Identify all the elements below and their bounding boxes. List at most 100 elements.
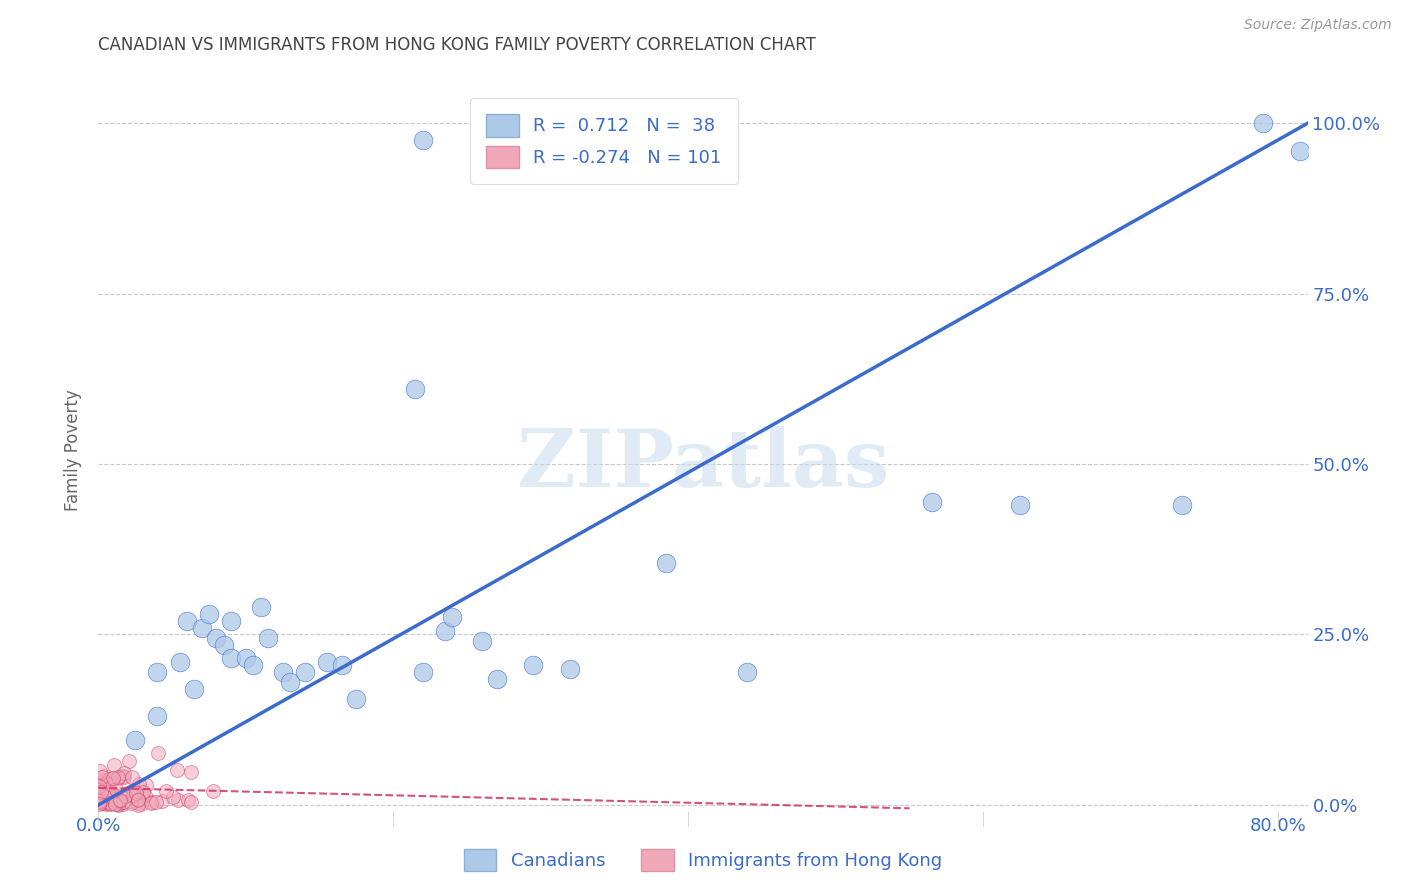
- Point: [96, 778, 118, 792]
- Point: [97, 789, 120, 804]
- Point: [91, 791, 114, 805]
- Point: [249, 600, 271, 615]
- Point: [316, 655, 339, 669]
- Point: [89, 793, 111, 807]
- Point: [89, 793, 111, 807]
- Point: [150, 794, 173, 808]
- Point: [121, 770, 143, 784]
- Point: [93, 778, 115, 792]
- Point: [97, 792, 120, 806]
- Legend: Canadians, Immigrants from Hong Kong: Canadians, Immigrants from Hong Kong: [457, 842, 949, 879]
- Point: [471, 634, 494, 648]
- Y-axis label: Family Poverty: Family Poverty: [65, 390, 83, 511]
- Point: [97, 797, 120, 811]
- Point: [145, 795, 167, 809]
- Point: [127, 797, 149, 812]
- Point: [91, 793, 114, 807]
- Point: [128, 777, 150, 791]
- Point: [110, 793, 132, 807]
- Point: [257, 631, 280, 645]
- Point: [93, 773, 115, 788]
- Point: [90, 793, 112, 807]
- Point: [112, 795, 135, 809]
- Point: [162, 789, 184, 804]
- Point: [111, 795, 134, 809]
- Point: [118, 754, 141, 768]
- Point: [105, 782, 128, 797]
- Point: [112, 766, 135, 780]
- Point: [93, 795, 115, 809]
- Point: [330, 658, 353, 673]
- Point: [91, 796, 114, 810]
- Point: [655, 556, 678, 570]
- Point: [346, 692, 368, 706]
- Point: [1289, 144, 1312, 158]
- Point: [167, 793, 190, 807]
- Point: [89, 787, 111, 801]
- Point: [104, 797, 127, 811]
- Point: [1171, 498, 1194, 512]
- Point: [90, 780, 112, 795]
- Point: [87, 795, 110, 809]
- Point: [134, 789, 156, 803]
- Point: [93, 789, 115, 803]
- Text: ZIPatlas: ZIPatlas: [517, 425, 889, 504]
- Point: [404, 382, 426, 396]
- Point: [100, 785, 122, 799]
- Point: [180, 765, 202, 780]
- Point: [278, 675, 301, 690]
- Point: [89, 794, 111, 808]
- Point: [127, 792, 149, 806]
- Point: [98, 772, 121, 786]
- Point: [90, 794, 112, 808]
- Point: [127, 792, 149, 806]
- Point: [124, 733, 146, 747]
- Point: [198, 607, 221, 621]
- Point: [94, 786, 117, 800]
- Point: [111, 797, 134, 811]
- Point: [97, 785, 120, 799]
- Point: [131, 789, 153, 803]
- Legend: R =  0.712   N =  38, R = -0.274   N = 101: R = 0.712 N = 38, R = -0.274 N = 101: [470, 98, 738, 184]
- Point: [125, 786, 148, 800]
- Point: [146, 709, 169, 723]
- Point: [89, 791, 111, 805]
- Point: [190, 621, 212, 635]
- Point: [97, 783, 120, 797]
- Point: [202, 784, 225, 798]
- Point: [135, 778, 157, 792]
- Point: [117, 786, 139, 800]
- Point: [212, 638, 235, 652]
- Point: [87, 780, 110, 794]
- Point: [921, 494, 943, 508]
- Point: [90, 785, 112, 799]
- Point: [96, 776, 118, 790]
- Point: [100, 786, 122, 800]
- Point: [103, 789, 125, 803]
- Point: [103, 771, 125, 785]
- Point: [98, 796, 121, 810]
- Point: [441, 610, 464, 624]
- Point: [205, 631, 228, 645]
- Point: [107, 797, 129, 812]
- Point: [89, 780, 111, 795]
- Point: [87, 796, 110, 810]
- Point: [219, 614, 242, 628]
- Point: [271, 665, 294, 679]
- Point: [412, 665, 434, 679]
- Point: [90, 792, 112, 806]
- Text: CANADIAN VS IMMIGRANTS FROM HONG KONG FAMILY POVERTY CORRELATION CHART: CANADIAN VS IMMIGRANTS FROM HONG KONG FA…: [98, 36, 817, 54]
- Point: [90, 770, 112, 784]
- Point: [93, 769, 115, 783]
- Point: [89, 797, 111, 811]
- Point: [177, 793, 200, 807]
- Point: [96, 786, 118, 800]
- Point: [141, 795, 163, 809]
- Point: [108, 794, 131, 808]
- Point: [132, 785, 155, 799]
- Point: [103, 757, 125, 772]
- Point: [560, 662, 582, 676]
- Point: [122, 783, 145, 797]
- Point: [146, 665, 169, 679]
- Point: [98, 797, 121, 811]
